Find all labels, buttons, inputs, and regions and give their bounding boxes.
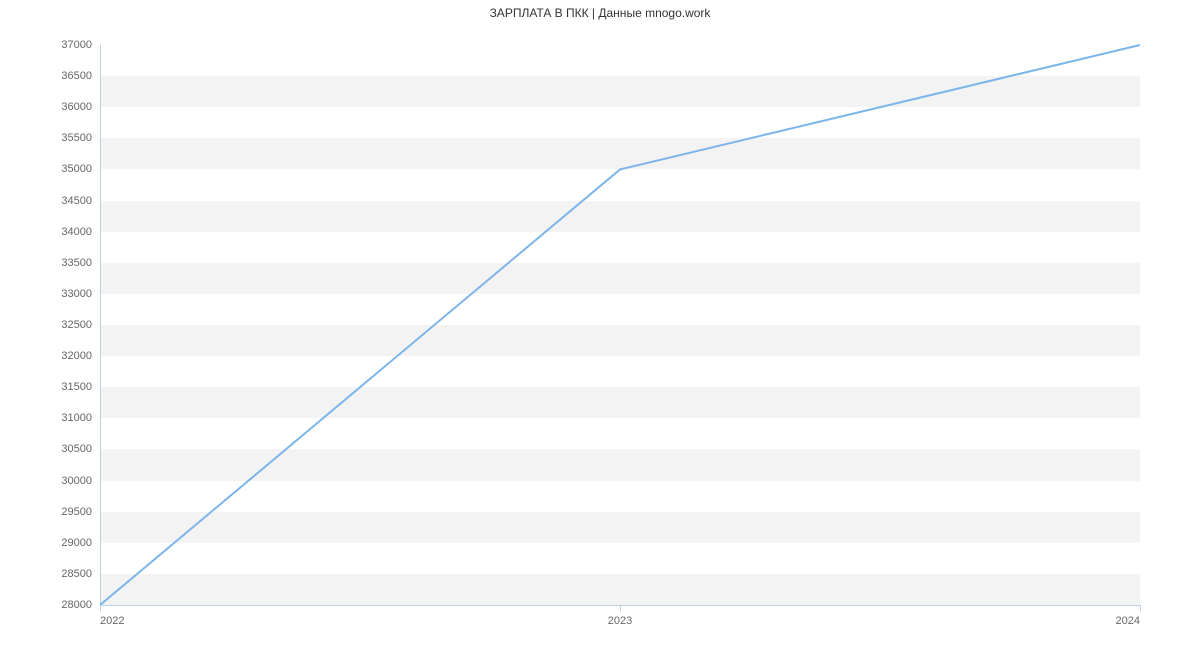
y-tick-label: 31000 — [61, 412, 92, 424]
y-tick-label: 28500 — [61, 568, 92, 580]
y-tick-label: 29500 — [61, 506, 92, 518]
y-tick-label: 35000 — [61, 163, 92, 175]
salary-line-chart: ЗАРПЛАТА В ПКК | Данные mnogo.work 28000… — [0, 0, 1200, 650]
y-tick-label: 28000 — [61, 599, 92, 611]
y-tick-label: 36500 — [61, 70, 92, 82]
x-tick-mark — [100, 605, 101, 611]
y-tick-label: 35500 — [61, 132, 92, 144]
x-tick-mark — [620, 605, 621, 611]
x-tick-label: 2022 — [100, 615, 124, 627]
y-tick-label: 36000 — [61, 101, 92, 113]
chart-title: ЗАРПЛАТА В ПКК | Данные mnogo.work — [0, 6, 1200, 20]
plot-area: 2800028500290002950030000305003100031500… — [100, 45, 1140, 605]
y-tick-label: 31500 — [61, 381, 92, 393]
y-tick-label: 29000 — [61, 537, 92, 549]
y-tick-label: 32500 — [61, 319, 92, 331]
y-tick-label: 34000 — [61, 226, 92, 238]
y-tick-label: 33500 — [61, 257, 92, 269]
x-tick-label: 2024 — [1116, 615, 1140, 627]
y-tick-label: 30500 — [61, 443, 92, 455]
y-tick-label: 37000 — [61, 39, 92, 51]
x-tick-mark — [1140, 605, 1141, 611]
y-tick-label: 30000 — [61, 475, 92, 487]
y-tick-label: 34500 — [61, 195, 92, 207]
series-line — [100, 45, 1140, 605]
y-tick-label: 33000 — [61, 288, 92, 300]
x-tick-label: 2023 — [608, 615, 632, 627]
series-layer — [100, 45, 1140, 605]
y-tick-label: 32000 — [61, 350, 92, 362]
